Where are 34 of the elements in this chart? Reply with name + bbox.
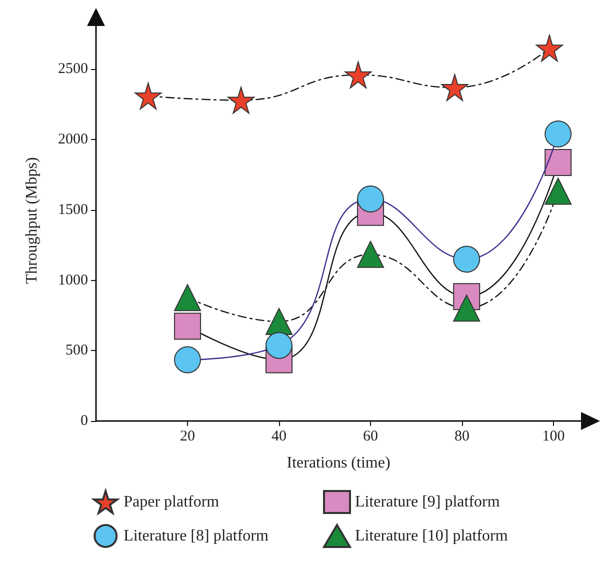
point — [228, 86, 255, 114]
x-tick-label: 100 — [542, 428, 565, 444]
point — [544, 120, 572, 148]
point — [174, 284, 202, 312]
point — [357, 185, 384, 212]
point — [441, 74, 468, 102]
point — [453, 294, 480, 322]
legend-label: Literature [9] platform — [355, 494, 500, 510]
x-axis-title: Iterations (time) — [286, 454, 390, 472]
legend-label: Literature [8] platform — [124, 528, 269, 544]
legend-label: Literature [10] platform — [355, 528, 508, 544]
point — [174, 312, 202, 340]
point — [544, 149, 572, 176]
point — [174, 346, 202, 374]
x-tick-label: 20 — [180, 428, 196, 444]
point — [544, 178, 572, 205]
y-tick-label: 2500 — [58, 61, 88, 78]
x-tick-label: 60 — [363, 428, 378, 444]
point — [536, 34, 563, 62]
y-tick-label: 2000 — [58, 132, 88, 148]
legend-label: Paper platform — [124, 494, 220, 510]
y-tick-label: 1000 — [58, 272, 88, 288]
point — [357, 240, 384, 268]
point — [266, 332, 293, 359]
y-axis-title: Throughput (Mbps) — [24, 157, 40, 284]
x-tick-label: 80 — [454, 428, 470, 444]
point — [134, 82, 162, 110]
y-tick-label: 0 — [80, 413, 88, 429]
point — [266, 308, 293, 336]
point — [453, 246, 480, 273]
x-tick-label: 40 — [272, 428, 287, 444]
point — [344, 61, 372, 88]
y-tick-label: 500 — [66, 342, 88, 359]
y-tick-label: 1500 — [58, 202, 88, 218]
